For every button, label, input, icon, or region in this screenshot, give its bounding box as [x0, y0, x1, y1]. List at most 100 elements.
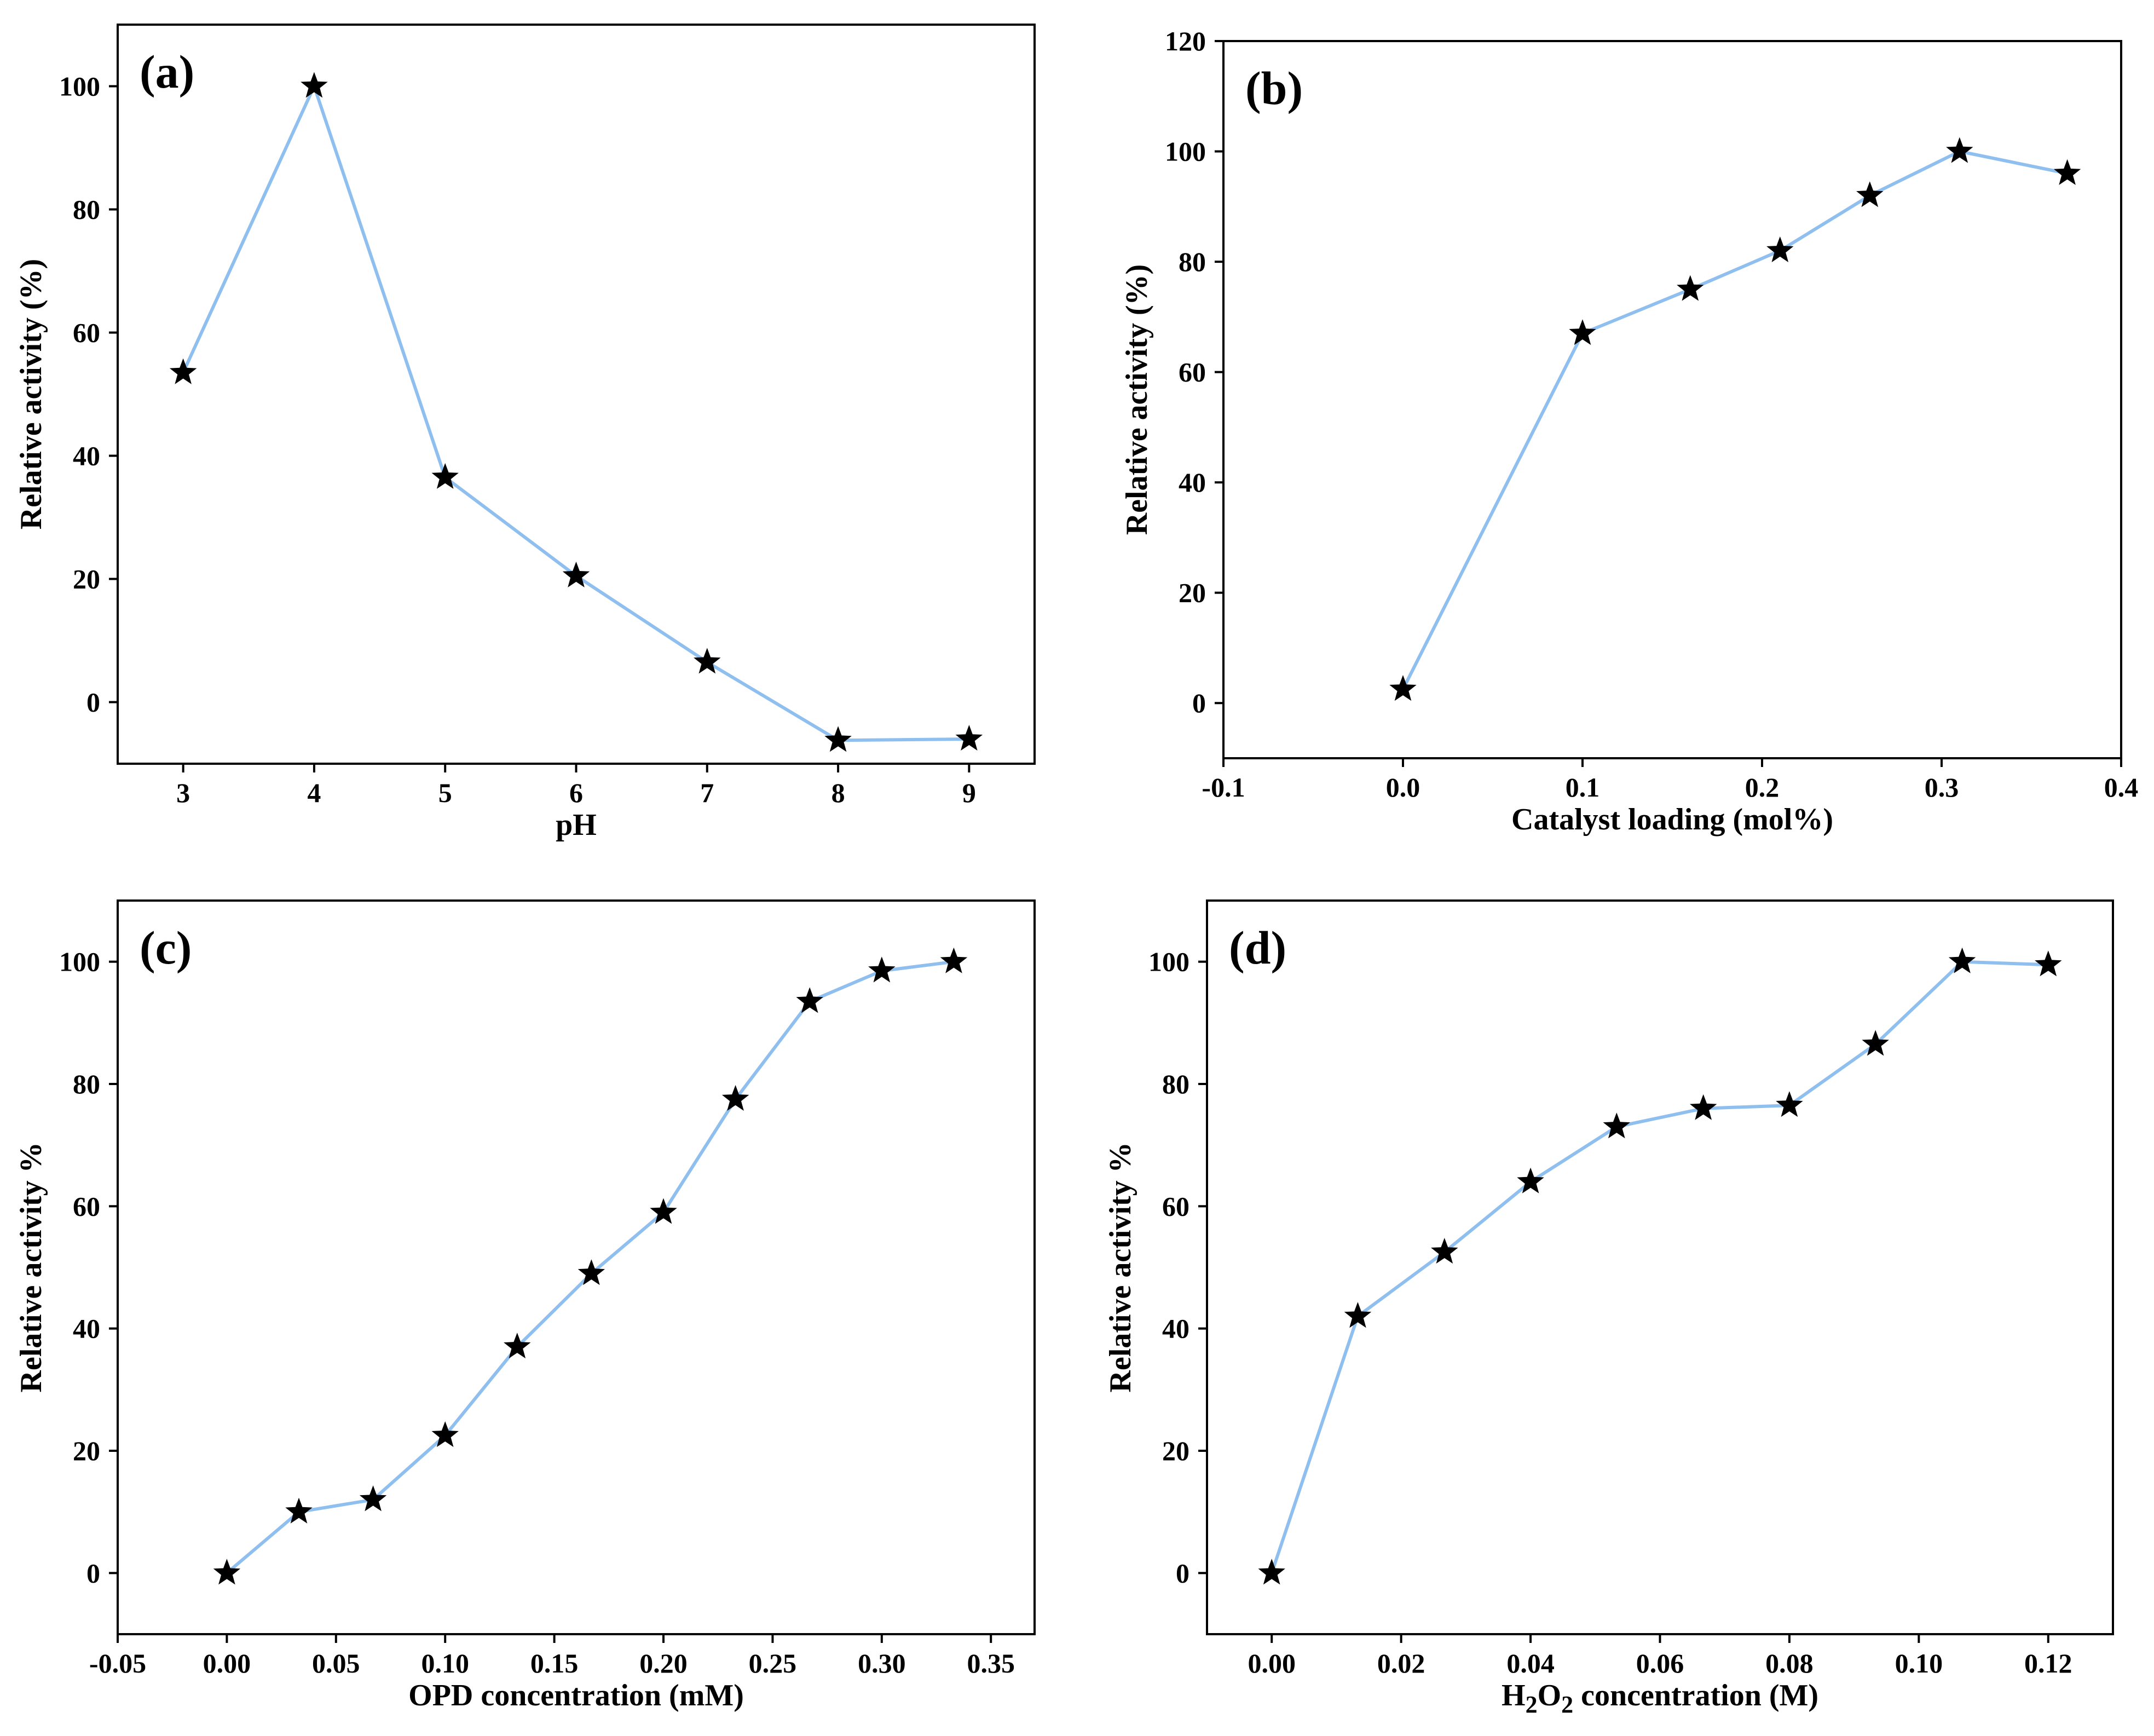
- data-point-star: [1776, 1091, 1803, 1117]
- data-point-star: [650, 1198, 677, 1224]
- panel-label: (c): [140, 921, 192, 974]
- panel-label: (d): [1229, 921, 1286, 974]
- data-point-star: [578, 1259, 605, 1285]
- x-tick-label: 0.06: [1636, 1648, 1684, 1679]
- x-tick-label: 0.05: [312, 1648, 360, 1679]
- y-tick-label: 80: [73, 194, 100, 225]
- plot-frame: [117, 899, 1036, 1635]
- data-point-star: [562, 561, 590, 587]
- data-point-star: [1569, 319, 1596, 345]
- data-point-star: [169, 358, 197, 384]
- data-point-star: [721, 1085, 749, 1111]
- x-tick-label: 0.00: [1248, 1648, 1296, 1679]
- y-tick-label: 60: [1179, 357, 1206, 388]
- data-point-star: [1690, 1094, 1717, 1120]
- data-point-star: [504, 1333, 531, 1359]
- data-point-star: [796, 987, 823, 1013]
- x-axis-title: pH: [556, 808, 597, 842]
- data-point-star: [1946, 137, 1973, 163]
- data-point-star: [1389, 675, 1417, 701]
- y-tick-label: 60: [73, 1191, 100, 1221]
- x-tick-label: 3: [176, 777, 190, 808]
- y-tick-label: 120: [1165, 26, 1206, 56]
- data-point-star: [2053, 159, 2081, 185]
- x-tick-label: 0.0: [1386, 772, 1420, 803]
- chart-panel-1: 0 20 40 60 80 100 3 4 5 6 7 8 9 pH Relative activity (…: [14, 24, 1036, 842]
- y-tick-label: 40: [73, 1313, 100, 1344]
- x-tick-label: 0.00: [203, 1648, 251, 1679]
- x-tick-label: 4: [307, 777, 321, 808]
- data-point-star: [940, 947, 968, 973]
- y-tick-label: 60: [1162, 1191, 1189, 1221]
- data-point-star: [285, 1497, 313, 1524]
- x-tick-label: 0.04: [1506, 1648, 1555, 1679]
- x-tick-label: 0.3: [1925, 772, 1959, 803]
- y-tick-label: 20: [1179, 578, 1206, 608]
- data-point-star: [1344, 1302, 1372, 1328]
- y-tick-label: 40: [1162, 1313, 1189, 1344]
- y-tick-label: 80: [1162, 1069, 1189, 1099]
- data-point-star: [431, 463, 459, 489]
- y-tick-label: 0: [86, 687, 100, 718]
- data-point-star: [2035, 950, 2062, 977]
- y-tick-label: 100: [1165, 136, 1206, 167]
- x-tick-label: 8: [831, 777, 845, 808]
- x-tick-label: 5: [438, 777, 452, 808]
- plot-frame: [117, 24, 1036, 765]
- data-point-star: [1517, 1167, 1544, 1193]
- data-point-star: [301, 72, 328, 98]
- y-tick-label: 20: [73, 564, 100, 595]
- y-tick-label: 0: [1192, 688, 1206, 718]
- chart-panel-4: 0 20 40 60 80 100 0.00 0.02 0.04 0.06 0.08 0.10 0.12…: [1104, 899, 2114, 1718]
- x-axis-title: Catalyst loading (mol%): [1511, 803, 1833, 837]
- y-tick-label: 60: [73, 318, 100, 348]
- x-tick-label: 0.1: [1566, 772, 1600, 803]
- chart-panel-2: 0 20 40 60 80 100 120 -0.1 0.0 0.1 0.2 0.3 0.4 Cataly…: [1120, 26, 2138, 837]
- data-point-star: [955, 725, 983, 751]
- y-tick-label: 40: [1179, 467, 1206, 498]
- data-point-star: [359, 1485, 387, 1512]
- x-tick-label: 0.10: [421, 1648, 469, 1679]
- x-tick-label: -0.1: [1202, 772, 1245, 803]
- data-point-star: [1258, 1559, 1285, 1585]
- x-tick-label: 0.2: [1745, 772, 1780, 803]
- y-axis-title: Relative activity %: [14, 1142, 48, 1392]
- x-tick-label: 7: [700, 777, 714, 808]
- y-tick-label: 100: [59, 71, 100, 102]
- y-tick-label: 40: [73, 441, 100, 471]
- data-point-star: [1948, 947, 1976, 973]
- chart-panel-3: 0 20 40 60 80 100 -0.05 0.00 0.05 0.10 0.15 0.20 0.2…: [14, 899, 1036, 1712]
- x-tick-label: 9: [962, 777, 976, 808]
- y-tick-label: 20: [73, 1435, 100, 1466]
- data-point-star: [213, 1559, 241, 1585]
- data-point-star: [1603, 1112, 1630, 1139]
- data-point-star: [1431, 1238, 1458, 1264]
- y-axis-title: Relative activity (%): [1120, 264, 1154, 535]
- data-point-star: [1862, 1030, 1889, 1056]
- x-tick-label: 6: [569, 777, 583, 808]
- x-tick-label: 0.35: [967, 1648, 1015, 1679]
- data-point-star: [1856, 181, 1884, 207]
- series-line: [1401, 149, 2068, 690]
- y-tick-label: 20: [1162, 1435, 1189, 1466]
- plot-frame: [1206, 899, 2114, 1635]
- x-tick-label: 0.12: [2024, 1648, 2072, 1679]
- plot-frame: [1222, 40, 2122, 759]
- x-axis-title: H2O2 concentration (M): [1502, 1679, 1818, 1718]
- panel-label: (b): [1245, 62, 1303, 114]
- y-tick-label: 0: [1176, 1558, 1189, 1588]
- x-axis-title: OPD concentration (mM): [408, 1679, 744, 1712]
- data-point-star: [868, 956, 896, 983]
- y-tick-label: 100: [59, 947, 100, 977]
- y-tick-label: 80: [1179, 246, 1206, 277]
- x-tick-label: 0.20: [639, 1648, 688, 1679]
- data-point-star: [694, 648, 721, 674]
- x-tick-label: 0.10: [1895, 1648, 1943, 1679]
- x-tick-label: 0.25: [749, 1648, 797, 1679]
- y-tick-label: 100: [1148, 947, 1189, 977]
- series-line: [181, 84, 969, 742]
- y-tick-label: 0: [86, 1558, 100, 1588]
- y-axis-title: Relative activity (%): [14, 259, 48, 529]
- data-point-star: [1766, 236, 1794, 262]
